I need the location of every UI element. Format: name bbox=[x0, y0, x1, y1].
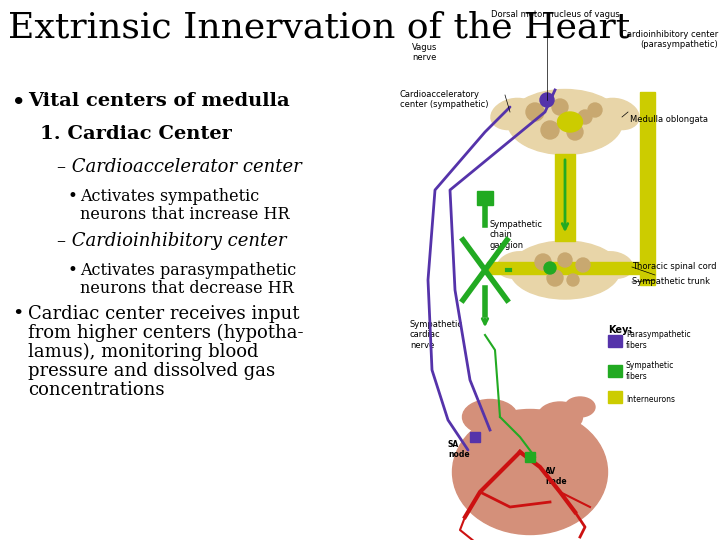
Text: lamus), monitoring blood: lamus), monitoring blood bbox=[28, 343, 258, 361]
Bar bbox=[555, 262, 643, 274]
Bar bbox=[487, 262, 555, 274]
Text: Cardiac center receives input: Cardiac center receives input bbox=[28, 305, 300, 323]
Bar bbox=[608, 391, 622, 403]
Bar bbox=[470, 432, 480, 442]
Text: Extrinsic Innervation of the Heart: Extrinsic Innervation of the Heart bbox=[8, 10, 630, 44]
Circle shape bbox=[540, 93, 554, 107]
Ellipse shape bbox=[508, 90, 623, 154]
Circle shape bbox=[541, 121, 559, 139]
Bar bbox=[477, 191, 493, 205]
Ellipse shape bbox=[491, 98, 535, 130]
Bar bbox=[608, 335, 622, 347]
Text: Cardioacceleratory
center (sympathetic): Cardioacceleratory center (sympathetic) bbox=[400, 90, 488, 110]
Text: SA
node: SA node bbox=[448, 440, 469, 460]
Text: Parasympathetic
fibers: Parasympathetic fibers bbox=[626, 330, 690, 350]
Text: Sympathetic trunk: Sympathetic trunk bbox=[632, 277, 710, 286]
Text: AV
node: AV node bbox=[545, 467, 567, 487]
Text: Dorsal motor nucleus of vagus: Dorsal motor nucleus of vagus bbox=[490, 10, 619, 19]
Text: Sympathetic
chain
gangion: Sympathetic chain gangion bbox=[490, 220, 543, 250]
Ellipse shape bbox=[452, 409, 608, 535]
Circle shape bbox=[588, 103, 602, 117]
Text: concentrations: concentrations bbox=[28, 381, 164, 399]
Ellipse shape bbox=[593, 252, 633, 278]
Text: Vital centers of medulla: Vital centers of medulla bbox=[28, 92, 289, 110]
Circle shape bbox=[567, 274, 579, 286]
Text: Medulla oblongata: Medulla oblongata bbox=[630, 115, 708, 124]
Ellipse shape bbox=[510, 241, 620, 299]
Circle shape bbox=[578, 110, 592, 124]
Bar bbox=[555, 154, 575, 241]
Ellipse shape bbox=[498, 252, 537, 278]
Text: pressure and dissolved gas: pressure and dissolved gas bbox=[28, 362, 275, 380]
Text: Thoracic spinal cord: Thoracic spinal cord bbox=[632, 262, 716, 271]
Ellipse shape bbox=[538, 402, 582, 432]
Bar bbox=[640, 92, 655, 285]
Circle shape bbox=[544, 262, 556, 274]
Ellipse shape bbox=[462, 400, 518, 435]
Circle shape bbox=[547, 270, 563, 286]
Text: •: • bbox=[67, 188, 77, 205]
Text: •: • bbox=[12, 92, 25, 112]
Text: 1. Cardiac Center: 1. Cardiac Center bbox=[40, 125, 232, 143]
Text: neurons that decrease HR: neurons that decrease HR bbox=[80, 280, 294, 297]
Bar bbox=[608, 365, 622, 377]
Text: – Cardioinhibitory center: – Cardioinhibitory center bbox=[57, 232, 287, 250]
Circle shape bbox=[526, 103, 544, 121]
Text: Sympathetic
fibers: Sympathetic fibers bbox=[626, 361, 675, 381]
Text: Interneurons: Interneurons bbox=[626, 395, 675, 403]
Ellipse shape bbox=[595, 98, 639, 130]
Circle shape bbox=[552, 99, 568, 115]
Text: neurons that increase HR: neurons that increase HR bbox=[80, 206, 289, 223]
Text: Sympathetic
cardiac
nerve: Sympathetic cardiac nerve bbox=[410, 320, 463, 350]
Circle shape bbox=[558, 253, 572, 267]
Circle shape bbox=[576, 258, 590, 272]
Text: – Cardioaccelerator center: – Cardioaccelerator center bbox=[57, 158, 302, 176]
Circle shape bbox=[535, 254, 551, 270]
Text: •: • bbox=[12, 305, 23, 323]
Bar bbox=[525, 452, 535, 462]
Text: •: • bbox=[67, 262, 77, 279]
Text: from higher centers (hypotha-: from higher centers (hypotha- bbox=[28, 324, 304, 342]
Text: Vagus
nerve: Vagus nerve bbox=[412, 43, 437, 63]
Text: Key:: Key: bbox=[608, 325, 632, 335]
Text: Activates parasympathetic: Activates parasympathetic bbox=[80, 262, 296, 279]
Circle shape bbox=[567, 124, 583, 140]
Text: Activates sympathetic: Activates sympathetic bbox=[80, 188, 259, 205]
Bar bbox=[640, 92, 655, 285]
Text: Cardioinhibitory center
(parasympathetic): Cardioinhibitory center (parasympathetic… bbox=[621, 30, 718, 49]
Ellipse shape bbox=[557, 112, 582, 132]
Ellipse shape bbox=[565, 397, 595, 417]
